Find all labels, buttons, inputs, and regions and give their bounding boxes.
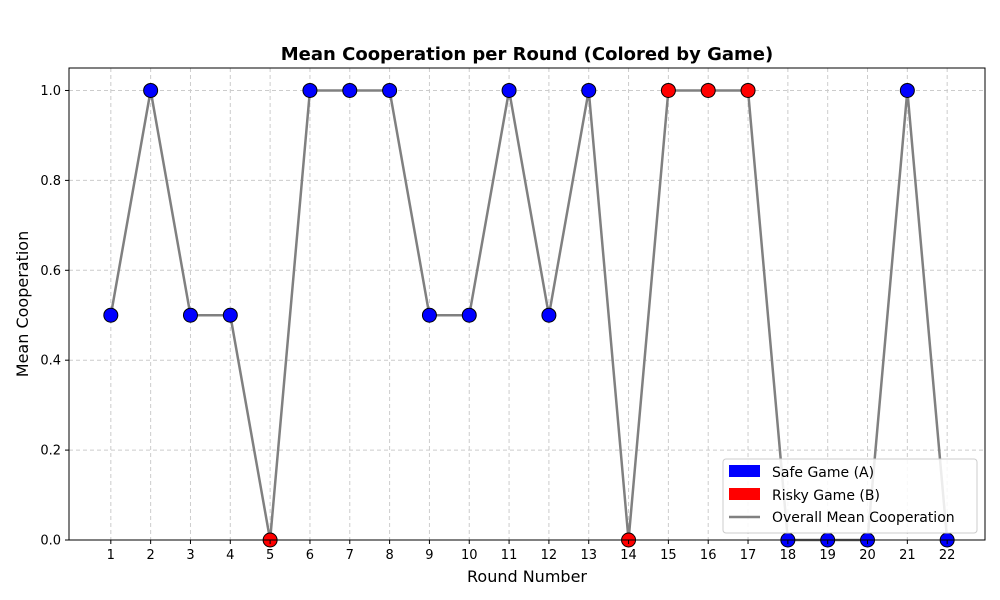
y-tick-label: 0.4: [40, 354, 61, 369]
point-safe-game: [103, 307, 119, 323]
x-tick-label: 22: [939, 548, 956, 563]
plot-area-frame: [68, 67, 986, 541]
x-tick-label: 1: [107, 548, 115, 563]
x-tick-label: 9: [425, 548, 433, 563]
legend: Safe Game (A) Risky Game (B) Overall Mea…: [722, 458, 978, 534]
point-safe-game: [182, 307, 198, 323]
x-tick-label: 19: [819, 548, 836, 563]
y-tick-label: 1.0: [40, 84, 61, 99]
y-tick-label: 0.6: [40, 264, 61, 279]
x-tick-label: 20: [859, 548, 876, 563]
point-safe-game: [382, 82, 398, 98]
y-tick-label: 0.8: [40, 174, 61, 189]
y-axis-label: Mean Cooperation: [13, 231, 32, 377]
point-safe-game: [342, 82, 358, 98]
x-tick-label: 16: [700, 548, 717, 563]
x-tick-label: 21: [899, 548, 916, 563]
point-safe-game: [541, 307, 557, 323]
x-tick-label: 3: [186, 548, 194, 563]
point-safe-game: [501, 82, 517, 98]
point-risky-game: [660, 82, 676, 98]
x-tick-label: 5: [266, 548, 274, 563]
point-safe-game: [461, 307, 477, 323]
x-tick-label: 4: [226, 548, 234, 563]
x-tick-label: 13: [580, 548, 597, 563]
legend-label-safe: Safe Game (A): [772, 465, 874, 481]
axis-ticks: 0.00.20.40.60.81.01 2 3 4 5 6 7 8 9 10 11 12 13 14 15 1…: [40, 84, 955, 563]
legend-label-overall: Overall Mean Cooperation: [772, 510, 955, 526]
point-risky-game: [740, 82, 756, 98]
x-tick-label: 7: [346, 548, 354, 563]
legend-swatch-risky: [729, 488, 760, 500]
x-tick-label: 2: [147, 548, 155, 563]
grid: [69, 68, 985, 541]
x-axis-label: Round Number: [467, 567, 587, 586]
x-tick-label: 8: [385, 548, 393, 563]
legend-label-risky: Risky Game (B): [772, 488, 880, 504]
point-safe-game: [581, 82, 597, 98]
x-tick-label: 10: [461, 548, 478, 563]
x-tick-label: 14: [620, 548, 637, 563]
point-safe-game: [143, 82, 159, 98]
x-tick-label: 15: [660, 548, 677, 563]
point-risky-game: [700, 82, 716, 98]
x-tick-label: 17: [740, 548, 757, 563]
legend-box: [722, 458, 978, 534]
y-tick-label: 0.2: [40, 444, 61, 459]
legend-swatch-safe: [729, 465, 760, 477]
y-tick-label: 0.0: [40, 534, 61, 549]
x-tick-label: 11: [501, 548, 518, 563]
point-safe-game: [421, 307, 437, 323]
chart-title: Mean Cooperation per Round (Colored by G…: [281, 44, 773, 65]
x-tick-label: 6: [306, 548, 314, 563]
point-safe-game: [222, 307, 238, 323]
data-points: [103, 82, 955, 548]
point-safe-game: [302, 82, 318, 98]
x-tick-label: 12: [541, 548, 558, 563]
x-tick-label: 18: [780, 548, 797, 563]
point-safe-game: [899, 82, 915, 98]
